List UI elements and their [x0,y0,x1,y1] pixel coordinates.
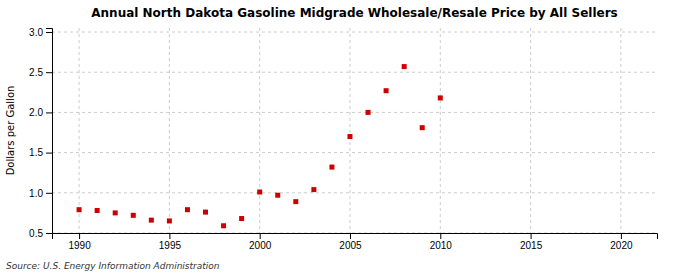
point [384,88,389,93]
tick-label: 2.0 [29,107,43,118]
tick: 2000 [249,233,272,251]
tick-mark [46,233,52,234]
tick: 2.5 [29,67,52,78]
y-axis-label: Dollars per Gallon [5,86,16,176]
axis-line [53,234,658,240]
tick-mark [46,153,52,154]
chart-container: 1990 1995 2000 2005 2010 2015 2020 0.5 1.0 1.5 2.0… [0,0,675,275]
tick-label: 1990 [68,240,91,251]
tick-mark [46,112,52,113]
tick-label: 2010 [430,240,453,251]
tick: 1.5 [29,147,52,158]
tick: 2010 [430,233,453,251]
tick-mark [46,72,52,73]
grid-line [169,28,170,233]
tick-label: 2005 [339,240,362,251]
point [221,223,226,228]
tick: 2020 [610,233,633,251]
tick-mark [79,233,80,239]
source-note: Source: U.S. Energy Information Administ… [6,261,220,271]
y-axis: 0.5 1.0 1.5 2.0 2.5 3.0 [29,27,52,239]
tick-label: 2000 [249,240,272,251]
tick-label: 2020 [610,240,633,251]
tick-mark [621,233,622,239]
point [203,210,208,215]
point [239,216,244,221]
point [293,199,298,204]
tick: 2.0 [29,107,52,118]
point [366,110,371,115]
grid-line [440,28,441,233]
point [402,64,407,69]
tick-label: 2.5 [29,67,43,78]
tick: 1990 [68,233,91,251]
tick-label: 2015 [520,240,543,251]
x-axis: 1990 1995 2000 2005 2010 2015 2020 [53,233,658,251]
plot-area: 1990 1995 2000 2005 2010 2015 2020 0.5 1.0 1.5 2.0… [29,27,657,251]
tick: 0.5 [29,228,52,239]
tick: 3.0 [29,27,52,38]
tick-mark [350,233,351,239]
point [329,165,334,170]
tick-label: 3.0 [29,27,43,38]
tick: 2015 [520,233,543,251]
axis-line [46,29,53,234]
point [438,95,443,100]
point [185,207,190,212]
point [77,207,82,212]
tick-label: 1995 [159,240,182,251]
point [113,210,118,215]
point [95,208,100,213]
tick-label: 0.5 [29,228,43,239]
grid-line [349,28,350,233]
tick-mark [46,193,52,194]
point [347,134,352,139]
point [131,213,136,218]
title: Annual North Dakota Gasoline Midgrade Wh… [91,6,617,20]
tick-mark [260,233,261,239]
grid-line [52,32,657,33]
chart-svg: 1990 1995 2000 2005 2010 2015 2020 0.5 1.0 1.5 2.0… [0,0,675,275]
tick: 1995 [159,233,182,251]
point [257,190,262,195]
tick: 2005 [339,233,362,251]
tick-label: 1.0 [29,188,43,199]
point [311,187,316,192]
point [420,125,425,130]
tick: 1.0 [29,188,52,199]
point [275,193,280,198]
tick-mark [169,233,170,239]
grid-line [620,28,621,233]
grid [52,28,657,233]
grid-line [530,28,531,233]
grid-line [52,72,657,73]
tick-mark [46,32,52,33]
tick-label: 1.5 [29,147,43,158]
grid-line [52,152,657,153]
grid-line [259,28,260,233]
grid-line [52,192,657,193]
points [77,64,443,228]
grid-line [79,28,80,233]
tick-mark [440,233,441,239]
tick-mark [531,233,532,239]
grid-line [52,112,657,113]
point [149,218,154,223]
point [167,218,172,223]
